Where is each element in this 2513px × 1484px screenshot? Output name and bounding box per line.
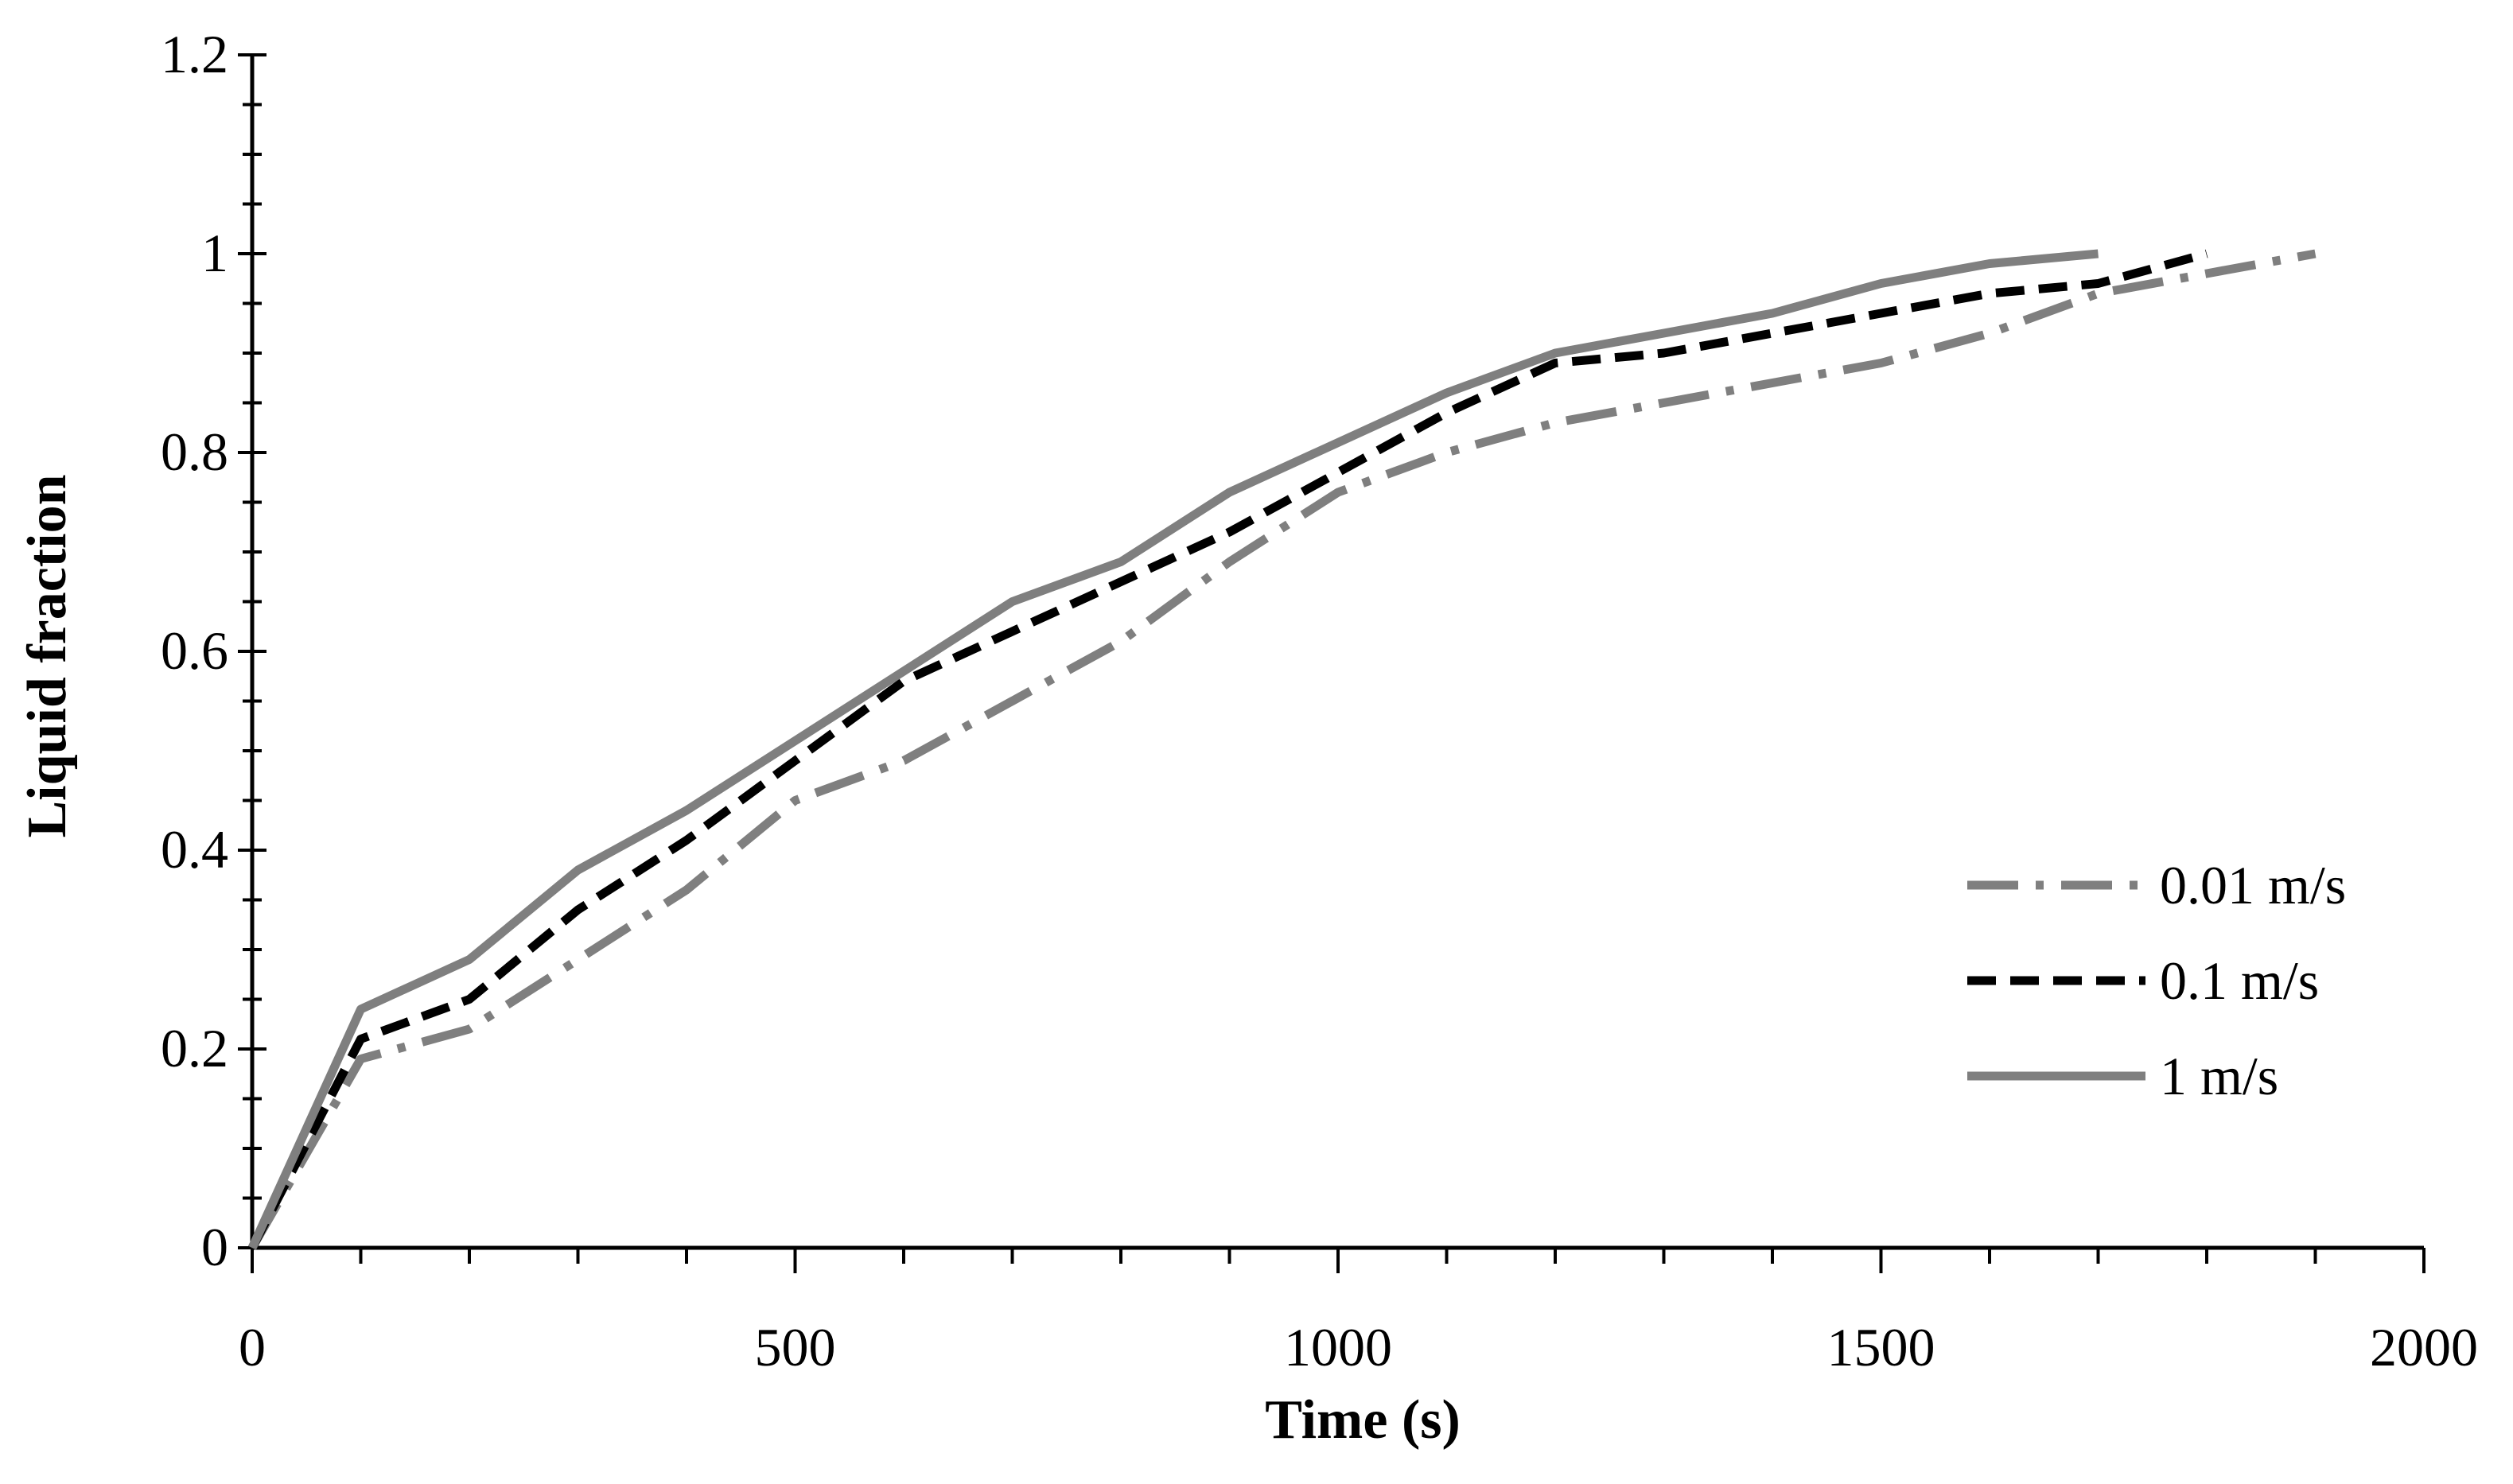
y-axis-title: Liquid fraction: [17, 474, 78, 837]
x-axis-title: Time (s): [1265, 1389, 1461, 1451]
x-tick-label: 500: [755, 1317, 836, 1377]
series-line-1: [248, 249, 2317, 1250]
y-tick-label: 1.2: [161, 24, 228, 84]
y-tick-label: 0.6: [161, 620, 228, 681]
series-line-3: [247, 249, 2099, 1250]
y-tick-label: 1: [201, 223, 228, 283]
x-tick-label: 2000: [2370, 1317, 2478, 1377]
legend: 0.01 m/s 0.1 m/s 1 m/s: [1967, 855, 2346, 1106]
legend-label-1: 0.01 m/s: [2160, 855, 2346, 915]
y-tick-labels: 0 0.2 0.4 0.6 0.8 1 1.2: [161, 24, 228, 1277]
series-lines: [247, 249, 2317, 1250]
x-tick-label: 1000: [1284, 1317, 1392, 1377]
x-tick-label: 1500: [1827, 1317, 1935, 1377]
y-tick-label: 0.8: [161, 422, 228, 482]
legend-label-2: 0.1 m/s: [2160, 950, 2319, 1011]
x-tick-label: 0: [239, 1317, 266, 1377]
major-ticks: [238, 53, 2425, 1273]
y-tick-label: 0.4: [161, 819, 228, 880]
series-line-2: [248, 249, 2208, 1250]
legend-label-3: 1 m/s: [2160, 1046, 2278, 1106]
y-tick-label: 0: [201, 1217, 228, 1277]
x-tick-labels: 0 500 1000 1500 2000: [239, 1317, 2478, 1377]
y-tick-label: 0.2: [161, 1018, 228, 1078]
